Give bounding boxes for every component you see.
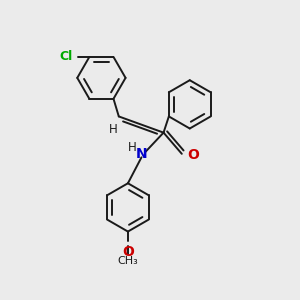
Text: H: H [109,123,118,136]
Text: O: O [122,245,134,259]
Text: H: H [128,141,136,154]
Text: O: O [187,148,199,162]
Text: N: N [136,147,147,161]
Text: Cl: Cl [59,50,73,64]
Text: CH₃: CH₃ [118,256,138,266]
